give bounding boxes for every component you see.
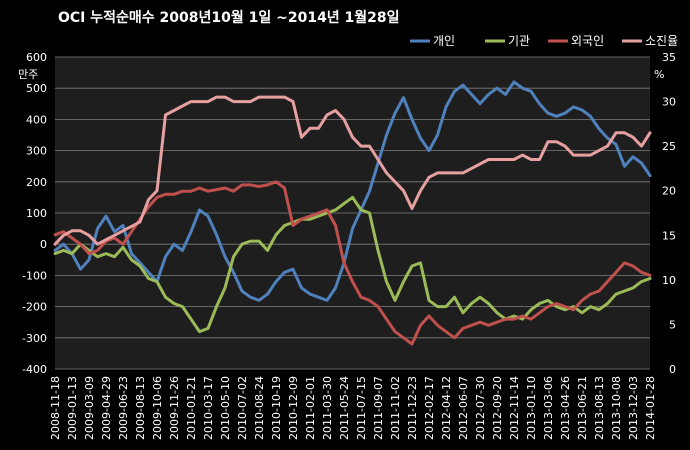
x-tick-label: 2011-07-15	[355, 376, 368, 440]
series-line-2	[53, 195, 652, 334]
series-line-4	[53, 95, 652, 246]
series-line-1	[53, 80, 652, 302]
legend-label: 소진율	[645, 34, 678, 48]
x-tick-label: 2011-11-02	[389, 376, 402, 440]
x-tick-label: 2009-04-29	[100, 376, 113, 440]
x-tick-label: 2010-12-09	[287, 376, 300, 440]
left-tick-label: -300	[22, 332, 47, 345]
chart-title: OCI 누적순매수 2008년10월 1일 ~2014년 1월28일	[58, 9, 400, 26]
x-tick-label: 2012-07-30	[474, 376, 487, 440]
left-tick-label: -400	[22, 363, 47, 376]
left-tick-label: 100	[26, 207, 47, 220]
left-axis-ticks: 600 500 400 300 200 100 0 -100 -200 -300 -400	[22, 51, 47, 376]
x-tick-label: 2011-02-01	[304, 376, 317, 440]
x-tick-label: 2010-10-19	[270, 376, 283, 440]
x-tick-label: 2012-09-20	[491, 376, 504, 440]
legend-label: 외국인	[571, 34, 604, 48]
left-tick-label: -100	[22, 269, 47, 282]
x-tick-label: 2010-03-17	[202, 376, 215, 440]
left-tick-label: 600	[26, 51, 47, 64]
x-tick-label: 2008-11-18	[49, 376, 62, 440]
left-axis-unit: 만주	[18, 68, 38, 81]
x-tick-label: 2009-11-26	[168, 376, 181, 440]
x-tick-label: 2009-06-23	[117, 376, 130, 440]
x-tick-label: 2012-02-17	[423, 376, 436, 440]
right-tick-label: 5	[669, 318, 676, 331]
x-tick-label: 2013-06-21	[576, 376, 589, 440]
x-tick-label: 2013-12-03	[627, 376, 640, 440]
x-tick-label: 2009-08-13	[134, 376, 147, 440]
left-tick-label: 200	[26, 176, 47, 189]
x-tick-label: 2009-03-09	[83, 376, 96, 440]
x-tick-label: 2013-04-26	[559, 376, 572, 440]
left-tick-label: -200	[22, 301, 47, 314]
x-tick-label: 2009-01-13	[66, 376, 79, 440]
x-tick-label: 2011-12-23	[406, 376, 419, 440]
right-axis-ticks: 35 30 25 20 15 10 5 0	[662, 51, 676, 376]
x-tick-label: 2010-01-21	[185, 376, 198, 440]
x-tick-label: 2011-05-24	[338, 376, 351, 440]
x-tick-label: 2011-09-07	[372, 376, 385, 440]
x-tick-label: 2013-01-10	[525, 376, 538, 440]
right-axis-unit: %	[654, 68, 664, 81]
right-tick-label: 10	[662, 274, 676, 287]
legend-label: 개인	[433, 34, 455, 48]
series-line-3	[53, 180, 652, 346]
legend-label: 기관	[508, 34, 530, 48]
left-tick-label: 0	[40, 238, 47, 251]
x-tick-label: 2013-08-13	[593, 376, 606, 440]
x-tick-label: 2014-01-28	[644, 376, 657, 440]
x-tick-label: 2009-10-06	[151, 376, 164, 440]
right-tick-label: 25	[662, 140, 676, 153]
right-tick-label: 15	[662, 229, 676, 242]
x-tick-label: 2010-05-10	[219, 376, 232, 440]
left-tick-label: 500	[26, 82, 47, 95]
right-tick-label: 0	[669, 363, 676, 376]
x-tick-label: 2011-03-30	[321, 376, 334, 440]
right-tick-label: 35	[662, 51, 676, 64]
x-tick-label: 2010-08-24	[253, 376, 266, 440]
legend: 개인 기관 외국인 소진율	[410, 34, 678, 48]
x-tick-label: 2013-03-06	[542, 376, 555, 440]
right-tick-label: 20	[662, 185, 676, 198]
left-tick-label: 400	[26, 113, 47, 126]
x-tick-label: 2013-10-08	[610, 376, 623, 440]
series-lines	[53, 80, 652, 346]
x-tick-label: 2012-11-14	[508, 376, 521, 440]
x-axis-ticks: 2008-11-18 2009-01-13 2009-03-09 2009-04-29…	[49, 376, 657, 440]
x-tick-label: 2012-04-12	[440, 376, 453, 440]
left-tick-label: 300	[26, 145, 47, 158]
grid	[55, 56, 650, 370]
right-tick-label: 30	[662, 96, 676, 109]
x-tick-label: 2010-07-02	[236, 376, 249, 440]
x-tick-label: 2012-06-07	[457, 376, 470, 440]
